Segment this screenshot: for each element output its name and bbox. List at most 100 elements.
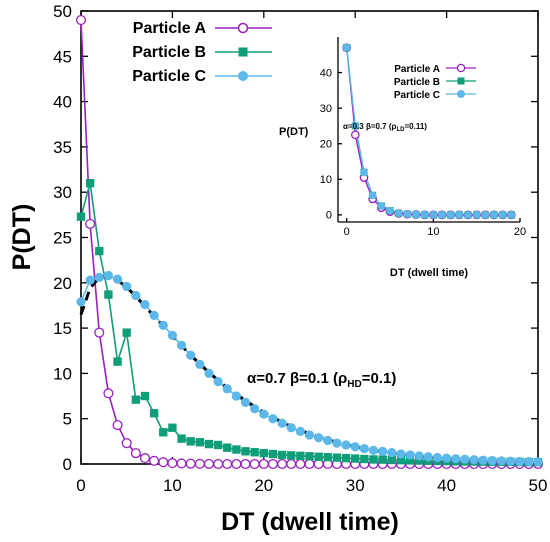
main-point-series-2: [204, 439, 214, 449]
main-point-series-2: [131, 395, 141, 404]
main-legend-marker-a: [237, 22, 249, 34]
inset-annotation-alpha: α=0.3: [343, 122, 364, 131]
inset-y-axis-title: P(DT): [279, 126, 309, 138]
main-point-series-3: [350, 442, 360, 452]
main-point-series-2: [250, 448, 259, 457]
main-point-series-3: [204, 368, 214, 379]
main-x-axis-title: DT (dwell time): [221, 508, 399, 536]
main-point-series-1: [75, 15, 87, 26]
main-point-series-1: [222, 458, 233, 470]
main-point-series-1: [203, 458, 215, 469]
main-point-series-3: [94, 272, 104, 282]
main-point-series-3: [222, 384, 232, 394]
main-point-series-1: [139, 453, 151, 464]
main-point-series-2: [415, 456, 424, 465]
main-point-series-3: [533, 457, 543, 467]
main-point-series-3: [359, 443, 369, 454]
main-point-series-2: [168, 423, 177, 432]
main-y-tick-label: 50: [53, 2, 72, 21]
main-point-series-3: [423, 452, 433, 462]
main-point-series-2: [314, 452, 323, 461]
main-point-series-2: [122, 328, 131, 337]
main-point-series-2: [378, 455, 387, 464]
main-point-series-2: [259, 448, 268, 458]
main-chart: 0 10 20 30 40 50 0 5 10 15 20 25 30 35 40 45 50 DT (dwel…: [8, 2, 547, 536]
main-point-series-3: [387, 448, 397, 458]
main-annotation-alpha: α=0.7: [247, 370, 286, 387]
main-point-series-3: [304, 430, 315, 440]
main-point-series-3: [295, 426, 305, 437]
main-annotation-rho-close: =0.1): [362, 370, 397, 387]
main-point-series-3: [277, 418, 287, 428]
main-y-tick-label: 15: [53, 319, 72, 338]
main-point-series-3: [451, 454, 461, 464]
main-point-series-3: [323, 435, 333, 446]
main-point-series-2: [341, 453, 351, 463]
inset-y-tick-label: 0: [326, 210, 332, 222]
main-legend-label-c: Particle C: [132, 68, 206, 85]
main-point-series-2: [159, 428, 168, 437]
main-point-series-3: [112, 274, 123, 284]
inset-legend-marker-b: [457, 77, 465, 85]
inset-annotation-rho-close: =0.11): [405, 122, 428, 131]
main-point-series-2: [387, 455, 396, 465]
main-x-tick-label: 10: [163, 476, 182, 495]
main-point-series-2: [177, 434, 186, 443]
main-point-series-3: [240, 397, 251, 408]
main-point-series-1: [286, 458, 297, 470]
main-y-tick-label: 10: [53, 364, 72, 383]
inset-legend-label-b: Particle B: [394, 77, 440, 88]
main-point-series-3: [76, 297, 86, 307]
main-point-series-2: [360, 454, 369, 464]
main-point-series-2: [369, 455, 378, 464]
main-point-series-1: [304, 458, 315, 470]
inset-point-series-3: [455, 210, 464, 219]
main-point-series-1: [94, 327, 105, 338]
inset-x-tick-label: 0: [344, 226, 350, 238]
inset-point-series-1: [350, 130, 360, 140]
inset-y-tick-label: 30: [320, 103, 332, 115]
main-legend: Particle A Particle B Particle C: [132, 20, 272, 85]
inset-point-series-3: [368, 191, 377, 200]
main-point-series-3: [332, 438, 342, 448]
inset-legend: Particle A Particle B Particle C: [394, 63, 476, 101]
main-point-series-2: [268, 449, 278, 459]
inset-point-series-3: [464, 210, 472, 219]
main-y-tick-label: 5: [63, 410, 72, 429]
main-point-series-1: [176, 458, 187, 469]
main-axis-ticks: 0 10 20 30 40 50 0 5 10 15 20 25 30 35 40 45 50: [53, 2, 547, 495]
main-point-series-3: [378, 446, 388, 456]
main-data-layer: [75, 15, 544, 470]
main-point-series-1: [85, 218, 96, 229]
main-y-tick-label: 20: [53, 274, 72, 293]
main-point-series-3: [414, 451, 424, 461]
main-legend-label-a: Particle A: [133, 20, 207, 37]
main-point-series-2: [296, 451, 305, 461]
main-point-series-2: [95, 246, 104, 256]
main-point-series-2: [149, 409, 159, 418]
main-point-series-3: [341, 440, 351, 450]
inset-y-tick-label: 10: [320, 174, 332, 186]
main-point-series-1: [158, 457, 169, 468]
inset-point-series-3: [377, 202, 386, 210]
inset-point-series-3: [481, 210, 490, 219]
inset-point-series-3: [472, 210, 481, 219]
main-point-series-3: [469, 455, 479, 465]
main-point-series-2: [323, 453, 332, 462]
main-point-series-2: [405, 456, 415, 465]
main-point-series-1: [130, 448, 141, 459]
inset-legend-marker-a: [456, 63, 466, 73]
inset-point-series-3: [386, 206, 394, 215]
main-y-tick-label: 45: [53, 47, 72, 66]
main-point-series-2: [396, 456, 406, 465]
inset-annotation-rho-open: (ρ: [389, 122, 397, 131]
main-point-series-2: [351, 454, 360, 463]
main-point-series-2: [104, 290, 113, 299]
main-point-series-1: [277, 458, 288, 470]
inset-point-series-3: [394, 209, 403, 217]
inset-point-series-3: [360, 168, 368, 177]
inset-point-series-3: [412, 210, 420, 219]
main-point-series-3: [103, 270, 114, 281]
inset-x-tick-label: 20: [514, 226, 526, 238]
